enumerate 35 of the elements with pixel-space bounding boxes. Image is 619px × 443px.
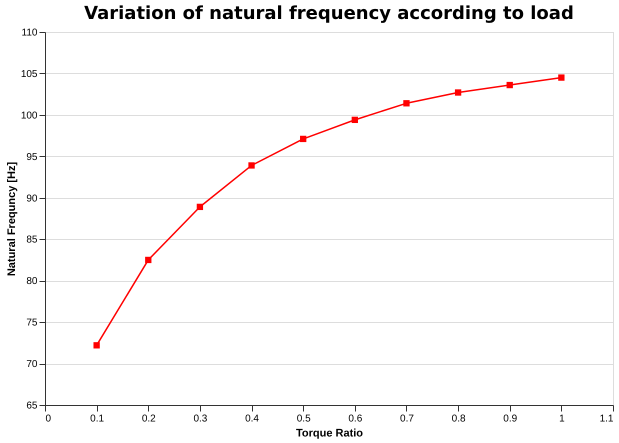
chart-title: Variation of natural frequency according to load — [84, 3, 574, 24]
point — [248, 162, 255, 169]
point — [352, 116, 358, 124]
y-axis-title: Natural Frequncy [Hz] — [6, 162, 18, 276]
point — [300, 136, 306, 142]
y-tick-label: 90 — [26, 193, 38, 204]
point — [93, 342, 100, 348]
y-tick-label: 105 — [20, 68, 38, 80]
x-tick-label: 0 — [46, 414, 52, 424]
y-tick-label: 80 — [26, 276, 38, 288]
y-tick-label: 65 — [26, 400, 38, 412]
point — [454, 89, 462, 96]
x-tick-label: 0.3 — [193, 414, 208, 424]
point — [145, 256, 152, 264]
x-tick-label: 0.2 — [142, 414, 156, 424]
x-tick-label: 0.9 — [503, 414, 518, 424]
x-tick-label: 0.6 — [348, 414, 363, 424]
y-tick-label: 85 — [26, 234, 38, 246]
point — [196, 204, 204, 210]
x-tick-label: 0.1 — [90, 414, 105, 424]
point — [403, 100, 410, 106]
x-axis-title: Torque Ratio — [296, 428, 364, 440]
y-tick-label: 75 — [26, 318, 38, 329]
y-tick-label: 95 — [26, 152, 38, 163]
x-tick-label: 0.7 — [400, 414, 414, 424]
y-tick-label: 110 — [22, 28, 38, 38]
x-tick-label: 0.8 — [452, 414, 466, 424]
y-tick-label: 70 — [26, 359, 38, 370]
point — [506, 82, 513, 88]
x-tick-label: 0.4 — [245, 414, 260, 424]
x-tick-label: 1 — [559, 414, 566, 424]
y-tick-label: 100 — [20, 110, 38, 122]
point — [558, 74, 565, 81]
x-tick-label: 1.1 — [600, 414, 614, 424]
x-tick-label: 0.5 — [296, 414, 312, 424]
